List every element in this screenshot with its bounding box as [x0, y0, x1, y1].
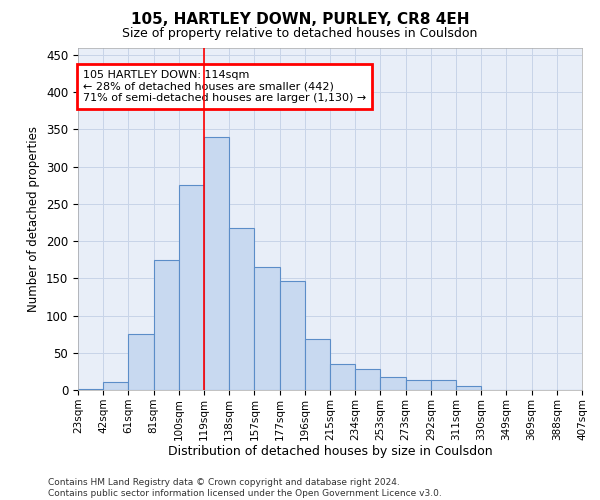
Bar: [305, 340, 330, 390]
Bar: [431, 380, 456, 390]
Bar: [179, 185, 204, 390]
Bar: [380, 376, 406, 390]
Text: 105, HARTLEY DOWN, PURLEY, CR8 4EH: 105, HARTLEY DOWN, PURLEY, CR8 4EH: [131, 12, 469, 28]
Bar: [78, 388, 103, 390]
Bar: [154, 260, 179, 390]
Text: Contains HM Land Registry data © Crown copyright and database right 2024.
Contai: Contains HM Land Registry data © Crown c…: [48, 478, 442, 498]
Bar: [103, 382, 128, 390]
Text: Size of property relative to detached houses in Coulsdon: Size of property relative to detached ho…: [122, 28, 478, 40]
Bar: [330, 364, 355, 390]
X-axis label: Distribution of detached houses by size in Coulsdon: Distribution of detached houses by size …: [167, 446, 493, 458]
Bar: [406, 380, 431, 390]
Bar: [456, 386, 481, 390]
Y-axis label: Number of detached properties: Number of detached properties: [28, 126, 40, 312]
Bar: [204, 137, 229, 390]
Bar: [355, 369, 380, 390]
Bar: [229, 228, 254, 390]
Bar: [254, 267, 280, 390]
Bar: [280, 280, 305, 390]
Text: 105 HARTLEY DOWN: 114sqm
← 28% of detached houses are smaller (442)
71% of semi-: 105 HARTLEY DOWN: 114sqm ← 28% of detach…: [83, 70, 366, 103]
Bar: [128, 334, 154, 390]
